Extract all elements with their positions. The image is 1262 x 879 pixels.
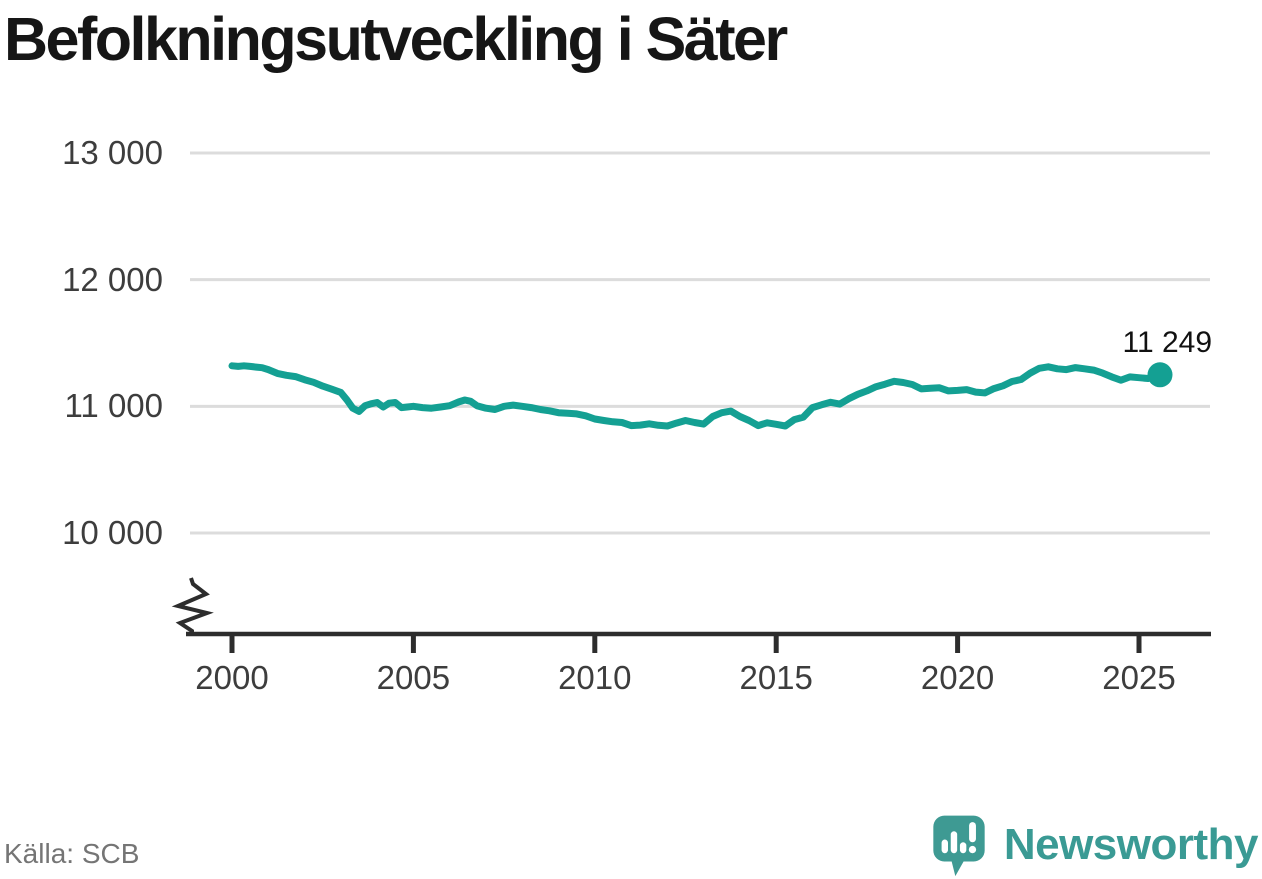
speech-bubble-shape bbox=[933, 815, 985, 877]
exclamation-bar-icon bbox=[968, 822, 976, 843]
x-axis-tick-label: 2010 bbox=[558, 659, 632, 696]
source-attribution: Källa: SCB bbox=[4, 838, 140, 869]
x-axis-tick-label: 2005 bbox=[376, 659, 451, 696]
latest-value-label: 11 249 bbox=[1122, 325, 1213, 359]
population-line-series bbox=[228, 362, 1173, 430]
newsworthy-logo-text: Newsworthy bbox=[1003, 820, 1259, 869]
y-axis-tick-label: 12 000 bbox=[62, 260, 163, 298]
latest-value-dot bbox=[1147, 362, 1173, 388]
axis-break-icon bbox=[171, 577, 214, 634]
y-axis-tick-label: 11 000 bbox=[64, 387, 163, 425]
x-axis-tick-label: 2025 bbox=[1102, 659, 1176, 696]
x-axis-ticks bbox=[229, 634, 1142, 653]
y-axis-tick-label: 10 000 bbox=[62, 514, 163, 551]
x-axis-tick-label: 2015 bbox=[739, 659, 813, 696]
chart-title: Befolkningsutveckling i Säter bbox=[4, 5, 788, 73]
x-axis-tick-label: 2000 bbox=[195, 659, 269, 696]
exclamation-dot-icon bbox=[968, 845, 976, 854]
y-axis-tick-label: 13 000 bbox=[62, 134, 163, 171]
bar-3 bbox=[959, 842, 967, 854]
bar-1 bbox=[941, 839, 948, 854]
bar-2 bbox=[950, 831, 957, 854]
newsworthy-logo: Newsworthy bbox=[924, 812, 1259, 878]
newsworthy-logo-icon bbox=[933, 815, 985, 877]
population-line bbox=[228, 362, 1164, 430]
x-axis-tick-label: 2020 bbox=[920, 659, 995, 696]
